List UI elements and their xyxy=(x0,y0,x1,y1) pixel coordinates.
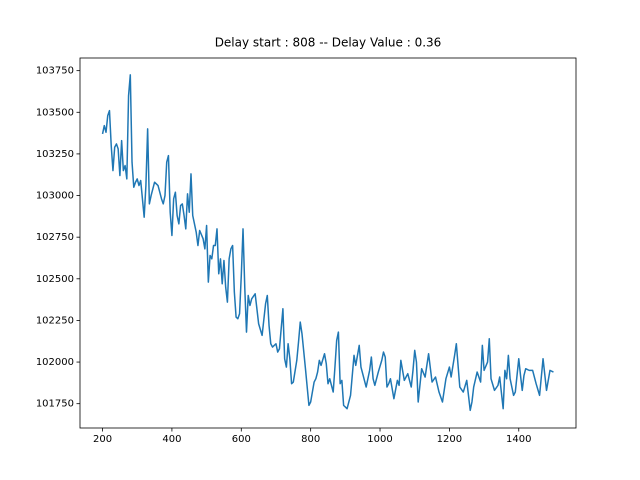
y-tick-label: 102750 xyxy=(36,232,74,243)
x-tick-label: 1000 xyxy=(367,434,392,445)
y-tick-label: 102000 xyxy=(36,357,74,368)
x-tick-label: 600 xyxy=(232,434,251,445)
y-tick-label: 103250 xyxy=(36,149,74,160)
plot-frame xyxy=(79,57,577,429)
x-tick-label: 1400 xyxy=(506,434,531,445)
y-tick-label: 103750 xyxy=(36,66,74,77)
chart-title: Delay start : 808 -- Delay Value : 0.36 xyxy=(215,36,442,50)
y-tick-label: 102500 xyxy=(36,274,74,285)
y-tick-label: 102250 xyxy=(36,315,74,326)
x-tick-label: 1200 xyxy=(437,434,462,445)
x-tick-label: 800 xyxy=(301,434,320,445)
y-tick-label: 103000 xyxy=(36,191,74,202)
x-tick-label: 400 xyxy=(162,434,181,445)
data-line xyxy=(101,74,554,412)
y-tick-label: 103500 xyxy=(36,107,74,118)
x-tick-label: 200 xyxy=(93,434,112,445)
y-tick-label: 101750 xyxy=(36,399,74,410)
